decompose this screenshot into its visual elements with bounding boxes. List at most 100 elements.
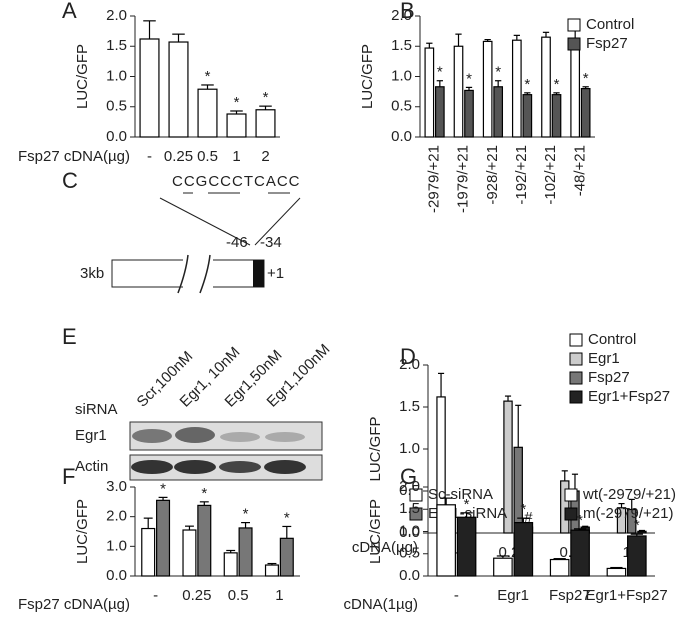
x-tick-label: -192/+21 (513, 145, 530, 205)
x-tick-label: -102/+21 (542, 145, 559, 205)
start-label: +1 (267, 265, 284, 282)
bar (627, 535, 647, 577)
bar (255, 109, 276, 138)
bar (511, 39, 522, 138)
y-tick-label: 1.0 (106, 537, 127, 554)
panel-label: F (62, 464, 75, 489)
y-tick-label: 1.0 (106, 67, 127, 84)
bar (541, 36, 551, 138)
bar (493, 557, 513, 577)
bar (139, 38, 160, 138)
panel-label: G (400, 464, 417, 489)
significance-mark: * (437, 64, 443, 81)
legend-swatch (569, 352, 583, 366)
legend-swatch (569, 371, 583, 385)
significance-mark: * (466, 70, 472, 87)
x-axis-label: cDNA(1µg) (344, 596, 419, 613)
x-axis-label: Fsp27 cDNA(µg) (18, 596, 130, 613)
connector (254, 197, 301, 246)
legend-label: Control (588, 331, 636, 348)
sequence: CCGCCCTCACC (172, 173, 301, 190)
x-tick-label: - (153, 587, 158, 604)
y-tick-label: 1.0 (391, 67, 412, 84)
bar (434, 86, 445, 138)
y-tick-label: 0.0 (391, 128, 412, 145)
x-tick-label: 0.25 (164, 148, 193, 165)
bar (456, 516, 477, 577)
band (174, 460, 216, 474)
panel-label: E (62, 324, 77, 349)
x-tick-label: - (454, 587, 459, 604)
x-tick-label: -2979/+21 (426, 145, 443, 213)
bar (493, 86, 504, 138)
x-tick-label: 1 (622, 544, 630, 561)
bar (238, 527, 253, 577)
band (219, 461, 261, 473)
y-tick-label: 1.5 (106, 37, 127, 54)
band (220, 432, 260, 442)
legend-swatch (409, 507, 423, 521)
y-axis-label: LUC/GFP (74, 499, 91, 564)
bar (141, 527, 156, 577)
significance-mark: * (160, 480, 166, 497)
y-tick-label: 2.0 (106, 7, 127, 24)
row-header: siRNA (75, 401, 118, 418)
y-tick-label: 0.0 (106, 567, 127, 584)
legend-label: Egr1+Fsp27 (588, 388, 670, 405)
panel-label: D (400, 344, 416, 369)
significance-mark: * (634, 517, 640, 534)
bar (513, 521, 534, 577)
y-tick-label: 0.0 (399, 567, 420, 584)
panel-label: A (62, 0, 77, 23)
x-tick-label: 0.5 (228, 587, 249, 604)
position-label: -46 (226, 234, 248, 251)
y-axis-label: LUC/GFP (359, 44, 376, 109)
bar (570, 529, 590, 577)
significance-mark: * (524, 76, 530, 93)
break-mark (177, 254, 211, 294)
band (132, 429, 172, 443)
legend-swatch (569, 390, 583, 404)
bar (182, 529, 197, 577)
x-axis-label: cDNA(µg) (352, 539, 418, 556)
x-tick-label: 2 (261, 148, 269, 165)
position-label: -34 (260, 234, 282, 251)
x-tick-label: 1 (232, 148, 240, 165)
significance-mark: * (263, 89, 269, 106)
x-tick-label: - (147, 148, 152, 165)
x-tick-label: -1979/+21 (455, 145, 472, 213)
bar (197, 504, 212, 577)
row-label: Actin (75, 458, 108, 475)
break-gap (183, 255, 213, 292)
panel-label: B (400, 0, 415, 23)
legend-swatch (409, 488, 423, 502)
band (264, 460, 306, 474)
western-blot: E siRNA Scr,100nM Egr1, 10nM Egr1,50nM E… (62, 324, 333, 481)
y-tick-label: 1.5 (399, 500, 420, 517)
significance-mark: * (243, 506, 249, 523)
legend-label: Egr1 (588, 350, 620, 367)
bar (482, 40, 493, 138)
band (175, 427, 215, 443)
significance-mark: * (495, 64, 501, 81)
y-tick-label: 1.5 (391, 37, 412, 54)
significance-mark: * (464, 496, 470, 513)
y-tick-label: 0.5 (399, 545, 420, 562)
significance-mark: * (205, 68, 211, 85)
length-label: 3kb (80, 265, 104, 282)
bar (464, 89, 474, 138)
legend-swatch (564, 507, 578, 521)
legend-label: Fsp27 (586, 35, 628, 52)
x-tick-label: -928/+21 (484, 145, 501, 205)
bar (580, 87, 591, 138)
bar (223, 552, 238, 577)
legend-swatch (567, 18, 581, 32)
y-tick-label: 0.5 (106, 98, 127, 115)
bar (549, 558, 570, 577)
x-tick-label: 0.5 (197, 148, 218, 165)
significance-mark: * (577, 512, 583, 529)
y-tick-label: 2.0 (391, 7, 412, 24)
bar (226, 113, 247, 138)
bar (453, 45, 464, 138)
y-tick-label: 2.0 (106, 508, 127, 525)
